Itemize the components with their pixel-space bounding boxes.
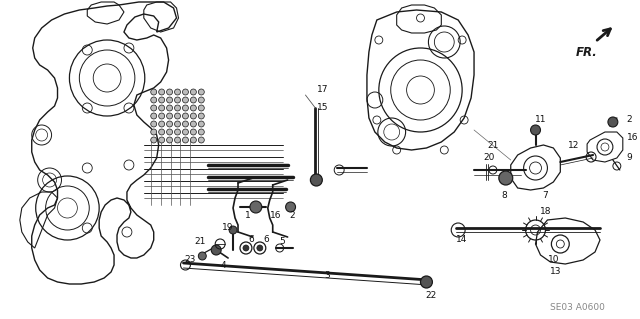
Text: FR.: FR. (576, 46, 598, 58)
Circle shape (198, 137, 204, 143)
Circle shape (243, 245, 249, 251)
Circle shape (198, 105, 204, 111)
Circle shape (166, 113, 173, 119)
Text: 20: 20 (483, 153, 495, 162)
Circle shape (198, 113, 204, 119)
Circle shape (175, 89, 180, 95)
Text: 2: 2 (627, 115, 632, 124)
Circle shape (531, 125, 541, 135)
Circle shape (175, 113, 180, 119)
Circle shape (175, 137, 180, 143)
Circle shape (175, 105, 180, 111)
Text: 22: 22 (426, 291, 437, 300)
Text: 14: 14 (456, 235, 467, 244)
Circle shape (159, 97, 164, 103)
Circle shape (257, 245, 263, 251)
Circle shape (166, 105, 173, 111)
Circle shape (420, 276, 433, 288)
Circle shape (198, 121, 204, 127)
Circle shape (166, 121, 173, 127)
Text: 5: 5 (280, 238, 285, 247)
Text: 4: 4 (220, 261, 226, 270)
Text: 17: 17 (317, 85, 328, 94)
Text: 18: 18 (540, 207, 551, 217)
Text: 23: 23 (185, 256, 196, 264)
Circle shape (211, 245, 221, 255)
Circle shape (191, 113, 196, 119)
Circle shape (250, 201, 262, 213)
Circle shape (159, 113, 164, 119)
Circle shape (159, 137, 164, 143)
Text: 13: 13 (550, 268, 561, 277)
Circle shape (198, 97, 204, 103)
Circle shape (229, 226, 237, 234)
Circle shape (198, 129, 204, 135)
Circle shape (182, 105, 188, 111)
Text: 6: 6 (248, 235, 254, 244)
Text: 21: 21 (195, 238, 206, 247)
Text: 2: 2 (290, 211, 296, 219)
Circle shape (608, 117, 618, 127)
Circle shape (191, 137, 196, 143)
Circle shape (151, 105, 157, 111)
Circle shape (182, 129, 188, 135)
Circle shape (191, 121, 196, 127)
Circle shape (159, 121, 164, 127)
Circle shape (285, 202, 296, 212)
Text: 7: 7 (543, 190, 548, 199)
Text: 16: 16 (270, 211, 282, 219)
Circle shape (166, 137, 173, 143)
Circle shape (198, 89, 204, 95)
Text: 16: 16 (627, 133, 638, 143)
Text: 11: 11 (535, 115, 546, 124)
Text: SE03 A0600: SE03 A0600 (550, 303, 605, 313)
Circle shape (151, 121, 157, 127)
Text: 8: 8 (501, 190, 507, 199)
Circle shape (166, 97, 173, 103)
Circle shape (198, 252, 206, 260)
Circle shape (310, 174, 323, 186)
Text: 21: 21 (487, 140, 499, 150)
Circle shape (191, 97, 196, 103)
Circle shape (175, 129, 180, 135)
Text: 15: 15 (317, 103, 328, 113)
Circle shape (151, 113, 157, 119)
Circle shape (182, 121, 188, 127)
Text: 3: 3 (324, 271, 330, 279)
Text: 9: 9 (627, 153, 632, 162)
Circle shape (175, 97, 180, 103)
Circle shape (166, 89, 173, 95)
Circle shape (175, 121, 180, 127)
Circle shape (182, 113, 188, 119)
Circle shape (182, 137, 188, 143)
Text: 6: 6 (263, 235, 269, 244)
Circle shape (159, 105, 164, 111)
Circle shape (151, 97, 157, 103)
Circle shape (159, 129, 164, 135)
Circle shape (151, 129, 157, 135)
Circle shape (499, 171, 513, 185)
Circle shape (166, 129, 173, 135)
Circle shape (182, 97, 188, 103)
Text: 10: 10 (548, 256, 559, 264)
Circle shape (159, 89, 164, 95)
Text: 19: 19 (222, 222, 234, 232)
Text: 12: 12 (568, 140, 579, 150)
Text: 1: 1 (245, 211, 251, 219)
Circle shape (191, 89, 196, 95)
Circle shape (182, 89, 188, 95)
Circle shape (191, 129, 196, 135)
Circle shape (191, 105, 196, 111)
Circle shape (151, 137, 157, 143)
Circle shape (151, 89, 157, 95)
